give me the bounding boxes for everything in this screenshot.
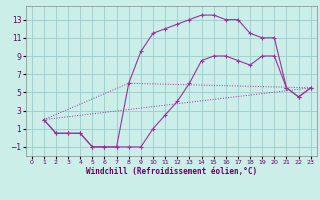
- X-axis label: Windchill (Refroidissement éolien,°C): Windchill (Refroidissement éolien,°C): [86, 167, 257, 176]
